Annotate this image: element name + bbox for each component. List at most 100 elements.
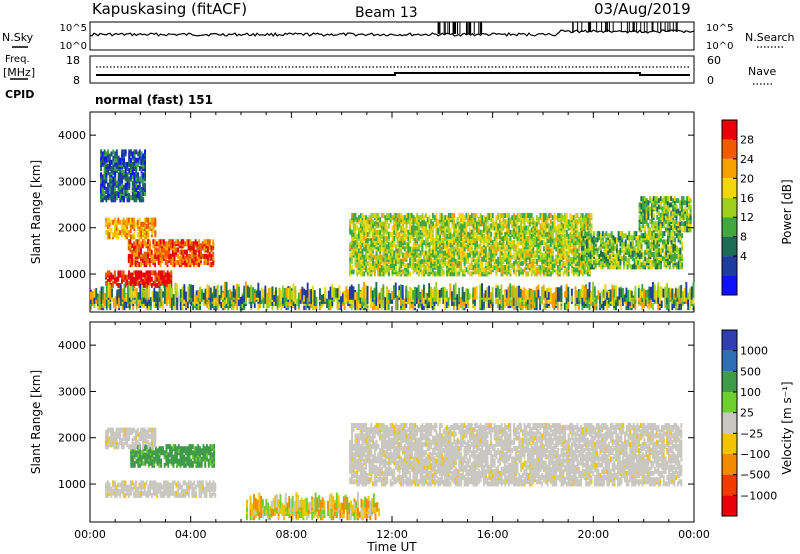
- data-cell: [527, 271, 529, 277]
- data-cell: [437, 219, 440, 225]
- data-cell: [513, 213, 515, 218]
- data-cell: [576, 248, 579, 254]
- data-cell: [493, 221, 496, 227]
- data-cell: [107, 163, 109, 169]
- data-cell: [423, 225, 426, 231]
- data-cell: [187, 253, 190, 259]
- data-cell: [557, 265, 559, 271]
- data-cell: [668, 227, 671, 233]
- noise-right-tick-low: 10^0: [706, 41, 733, 52]
- data-cell: [435, 244, 438, 250]
- data-cell: [668, 206, 671, 212]
- data-cell: [567, 223, 570, 229]
- data-cell: [145, 282, 148, 288]
- data-cell: [131, 243, 134, 249]
- data-cell: [680, 200, 683, 206]
- data-cell: [456, 250, 459, 256]
- data-cell: [382, 246, 385, 252]
- data-cell: [571, 233, 574, 239]
- data-cell: [405, 250, 408, 256]
- data-cell: [159, 278, 162, 284]
- data-cell: [144, 182, 146, 188]
- data-cell: [158, 288, 161, 298]
- data-cell: [497, 246, 500, 252]
- data-cell: [580, 231, 583, 237]
- data-cell: [169, 294, 172, 306]
- data-cell: [368, 260, 371, 266]
- data-cell: [112, 193, 115, 199]
- data-cell: [619, 241, 622, 247]
- data-cell: [541, 221, 544, 227]
- data-cell: [361, 213, 364, 218]
- data-cell: [569, 248, 572, 254]
- data-cell: [571, 215, 574, 221]
- data-cell: [586, 262, 588, 268]
- data-cell: [581, 221, 584, 227]
- data-cell: [114, 157, 117, 163]
- data-cell: [484, 235, 487, 241]
- data-cell: [470, 256, 473, 262]
- data-cell: [105, 272, 107, 278]
- data-cell: [130, 149, 132, 155]
- data-cell: [156, 291, 159, 298]
- data-cell: [679, 264, 682, 270]
- data-cell: [523, 221, 526, 227]
- data-cell: [586, 239, 588, 245]
- data-cell: [541, 258, 544, 264]
- data-cell: [201, 253, 204, 259]
- data-cell: [544, 246, 547, 252]
- data-cell: [358, 263, 360, 268]
- data-cell: [419, 250, 422, 256]
- data-cell: [453, 267, 456, 273]
- data-cell: [668, 249, 671, 255]
- data-cell: [675, 225, 678, 231]
- data-cell: [253, 301, 256, 309]
- data-cell: [624, 260, 627, 266]
- data-cell: [359, 271, 362, 277]
- data-cell: [643, 202, 646, 208]
- data-cell: [363, 219, 366, 225]
- data-cell: [175, 260, 178, 265]
- data-cell: [137, 292, 140, 300]
- data-cell: [236, 302, 239, 311]
- data-cell: [585, 221, 588, 227]
- data-cell: [113, 217, 116, 223]
- data-cell: [143, 251, 146, 257]
- data-cell: [416, 250, 419, 256]
- data-cell: [551, 246, 554, 252]
- data-cell: [283, 288, 286, 302]
- data-cell: [103, 191, 106, 196]
- data-cell: [656, 258, 659, 264]
- data-cell: [600, 237, 602, 243]
- data-cell: [668, 214, 671, 220]
- data-cell: [149, 270, 151, 276]
- data-cell: [483, 233, 485, 239]
- data-cell: [493, 244, 496, 250]
- data-cell: [230, 295, 233, 304]
- data-cell: [403, 235, 406, 241]
- data-cell: [124, 230, 127, 236]
- data-cell: [530, 213, 533, 218]
- data-cell: [446, 215, 448, 221]
- data-cell: [521, 225, 524, 231]
- data-cell: [532, 258, 535, 264]
- data-cell: [631, 249, 634, 255]
- data-cell: [416, 258, 419, 264]
- data-cell: [534, 265, 537, 271]
- data-cell: [557, 246, 559, 252]
- data-cell: [407, 269, 410, 275]
- data-cell: [432, 248, 434, 254]
- data-cell: [141, 257, 144, 263]
- data-cell: [144, 191, 146, 196]
- data-cell: [292, 299, 295, 306]
- data-cell: [587, 242, 589, 248]
- data-cell: [168, 239, 171, 245]
- data-cell: [131, 161, 134, 167]
- data-cell: [437, 238, 440, 243]
- data-cell: [582, 249, 585, 255]
- data-cell: [423, 240, 426, 246]
- data-cell: [121, 288, 124, 300]
- data-cell: [598, 245, 601, 251]
- data-cell: [565, 229, 568, 235]
- data-cell: [152, 228, 155, 234]
